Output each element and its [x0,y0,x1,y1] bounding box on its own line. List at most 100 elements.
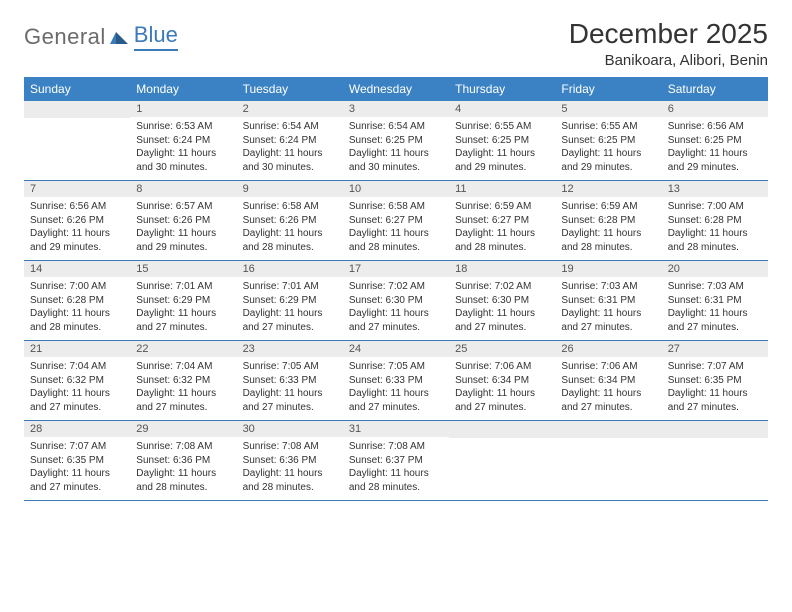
calendar-cell: 1Sunrise: 6:53 AMSunset: 6:24 PMDaylight… [130,101,236,181]
day-number [662,421,768,438]
calendar-cell: 16Sunrise: 7:01 AMSunset: 6:29 PMDayligh… [237,261,343,341]
day-header: Tuesday [237,77,343,101]
calendar-cell: 18Sunrise: 7:02 AMSunset: 6:30 PMDayligh… [449,261,555,341]
day-info: Sunrise: 7:08 AMSunset: 6:36 PMDaylight:… [237,437,343,500]
calendar-week-row: 14Sunrise: 7:00 AMSunset: 6:28 PMDayligh… [24,261,768,341]
day-number: 25 [449,341,555,357]
calendar-body: 1Sunrise: 6:53 AMSunset: 6:24 PMDaylight… [24,101,768,501]
calendar-cell: 27Sunrise: 7:07 AMSunset: 6:35 PMDayligh… [662,341,768,421]
day-header-row: SundayMondayTuesdayWednesdayThursdayFrid… [24,77,768,101]
day-number: 15 [130,261,236,277]
calendar-cell: 3Sunrise: 6:54 AMSunset: 6:25 PMDaylight… [343,101,449,181]
day-info: Sunrise: 7:07 AMSunset: 6:35 PMDaylight:… [24,437,130,500]
day-info: Sunrise: 7:08 AMSunset: 6:36 PMDaylight:… [130,437,236,500]
day-header: Friday [555,77,661,101]
header: General Blue December 2025 Banikoara, Al… [24,18,768,69]
day-number: 4 [449,101,555,117]
calendar-cell: 4Sunrise: 6:55 AMSunset: 6:25 PMDaylight… [449,101,555,181]
calendar-cell [555,421,661,501]
day-info: Sunrise: 6:56 AMSunset: 6:25 PMDaylight:… [662,117,768,180]
day-number: 22 [130,341,236,357]
calendar-cell: 26Sunrise: 7:06 AMSunset: 6:34 PMDayligh… [555,341,661,421]
day-number: 11 [449,181,555,197]
day-number: 31 [343,421,449,437]
day-number [24,101,130,118]
day-header: Saturday [662,77,768,101]
calendar-cell: 13Sunrise: 7:00 AMSunset: 6:28 PMDayligh… [662,181,768,261]
day-number: 5 [555,101,661,117]
day-number [449,421,555,438]
calendar-cell: 5Sunrise: 6:55 AMSunset: 6:25 PMDaylight… [555,101,661,181]
day-number: 28 [24,421,130,437]
day-info: Sunrise: 6:55 AMSunset: 6:25 PMDaylight:… [449,117,555,180]
day-number: 9 [237,181,343,197]
day-info [24,118,130,176]
day-number: 27 [662,341,768,357]
calendar-table: SundayMondayTuesdayWednesdayThursdayFrid… [24,77,768,501]
calendar-cell: 20Sunrise: 7:03 AMSunset: 6:31 PMDayligh… [662,261,768,341]
calendar-cell: 17Sunrise: 7:02 AMSunset: 6:30 PMDayligh… [343,261,449,341]
day-info: Sunrise: 6:58 AMSunset: 6:26 PMDaylight:… [237,197,343,260]
calendar-cell: 14Sunrise: 7:00 AMSunset: 6:28 PMDayligh… [24,261,130,341]
title-block: December 2025 Banikoara, Alibori, Benin [569,18,768,69]
day-header: Monday [130,77,236,101]
day-info: Sunrise: 7:02 AMSunset: 6:30 PMDaylight:… [343,277,449,340]
calendar-week-row: 28Sunrise: 7:07 AMSunset: 6:35 PMDayligh… [24,421,768,501]
day-info: Sunrise: 7:01 AMSunset: 6:29 PMDaylight:… [237,277,343,340]
day-info: Sunrise: 6:57 AMSunset: 6:26 PMDaylight:… [130,197,236,260]
day-info: Sunrise: 7:04 AMSunset: 6:32 PMDaylight:… [24,357,130,420]
calendar-cell [24,101,130,181]
day-number: 12 [555,181,661,197]
day-info: Sunrise: 7:08 AMSunset: 6:37 PMDaylight:… [343,437,449,500]
day-info: Sunrise: 6:59 AMSunset: 6:27 PMDaylight:… [449,197,555,260]
calendar-cell: 12Sunrise: 6:59 AMSunset: 6:28 PMDayligh… [555,181,661,261]
calendar-cell: 9Sunrise: 6:58 AMSunset: 6:26 PMDaylight… [237,181,343,261]
day-info [449,438,555,496]
day-info: Sunrise: 7:00 AMSunset: 6:28 PMDaylight:… [24,277,130,340]
calendar-cell: 31Sunrise: 7:08 AMSunset: 6:37 PMDayligh… [343,421,449,501]
calendar-cell: 24Sunrise: 7:05 AMSunset: 6:33 PMDayligh… [343,341,449,421]
day-number: 19 [555,261,661,277]
day-number: 14 [24,261,130,277]
day-number [555,421,661,438]
day-header: Wednesday [343,77,449,101]
calendar-cell: 21Sunrise: 7:04 AMSunset: 6:32 PMDayligh… [24,341,130,421]
day-info: Sunrise: 7:00 AMSunset: 6:28 PMDaylight:… [662,197,768,260]
calendar-cell: 23Sunrise: 7:05 AMSunset: 6:33 PMDayligh… [237,341,343,421]
day-info: Sunrise: 6:54 AMSunset: 6:25 PMDaylight:… [343,117,449,180]
day-number: 6 [662,101,768,117]
calendar-cell: 6Sunrise: 6:56 AMSunset: 6:25 PMDaylight… [662,101,768,181]
calendar-cell: 30Sunrise: 7:08 AMSunset: 6:36 PMDayligh… [237,421,343,501]
day-number: 24 [343,341,449,357]
day-number: 10 [343,181,449,197]
calendar-cell: 29Sunrise: 7:08 AMSunset: 6:36 PMDayligh… [130,421,236,501]
day-info: Sunrise: 6:55 AMSunset: 6:25 PMDaylight:… [555,117,661,180]
day-number: 2 [237,101,343,117]
day-info: Sunrise: 6:56 AMSunset: 6:26 PMDaylight:… [24,197,130,260]
calendar-cell: 28Sunrise: 7:07 AMSunset: 6:35 PMDayligh… [24,421,130,501]
calendar-cell: 22Sunrise: 7:04 AMSunset: 6:32 PMDayligh… [130,341,236,421]
day-number: 18 [449,261,555,277]
day-info [662,438,768,496]
day-number: 29 [130,421,236,437]
day-number: 23 [237,341,343,357]
calendar-cell: 19Sunrise: 7:03 AMSunset: 6:31 PMDayligh… [555,261,661,341]
day-number: 7 [24,181,130,197]
logo: General Blue [24,18,178,51]
logo-text-blue: Blue [134,22,178,51]
calendar-week-row: 1Sunrise: 6:53 AMSunset: 6:24 PMDaylight… [24,101,768,181]
day-info: Sunrise: 7:02 AMSunset: 6:30 PMDaylight:… [449,277,555,340]
day-number: 30 [237,421,343,437]
month-title: December 2025 [569,18,768,50]
calendar-cell [662,421,768,501]
calendar-cell: 11Sunrise: 6:59 AMSunset: 6:27 PMDayligh… [449,181,555,261]
day-info: Sunrise: 7:03 AMSunset: 6:31 PMDaylight:… [662,277,768,340]
day-number: 16 [237,261,343,277]
calendar-cell: 10Sunrise: 6:58 AMSunset: 6:27 PMDayligh… [343,181,449,261]
day-info: Sunrise: 7:05 AMSunset: 6:33 PMDaylight:… [237,357,343,420]
day-number: 26 [555,341,661,357]
day-number: 21 [24,341,130,357]
day-number: 3 [343,101,449,117]
day-info: Sunrise: 6:53 AMSunset: 6:24 PMDaylight:… [130,117,236,180]
day-info: Sunrise: 7:03 AMSunset: 6:31 PMDaylight:… [555,277,661,340]
